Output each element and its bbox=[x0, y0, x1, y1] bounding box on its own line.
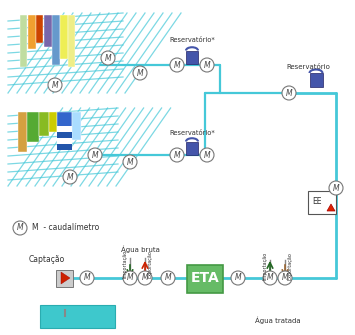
Bar bbox=[60, 15, 68, 59]
Text: Água bruta: Água bruta bbox=[121, 245, 159, 253]
Bar bbox=[57, 138, 72, 144]
Bar bbox=[57, 126, 72, 132]
Text: M: M bbox=[137, 68, 143, 77]
Text: M: M bbox=[174, 61, 180, 69]
Circle shape bbox=[231, 271, 245, 285]
Bar bbox=[40, 305, 115, 328]
Bar bbox=[310, 73, 322, 87]
Circle shape bbox=[278, 271, 292, 285]
Bar bbox=[44, 15, 53, 47]
Text: M: M bbox=[67, 173, 73, 182]
Circle shape bbox=[329, 181, 343, 195]
Text: M: M bbox=[127, 273, 133, 282]
Circle shape bbox=[282, 86, 296, 100]
Circle shape bbox=[80, 271, 94, 285]
Bar bbox=[36, 15, 43, 43]
Circle shape bbox=[123, 271, 137, 285]
Circle shape bbox=[170, 58, 184, 72]
Text: M: M bbox=[105, 54, 111, 63]
Text: Importação: Importação bbox=[262, 252, 268, 280]
Bar bbox=[308, 191, 336, 214]
Text: M: M bbox=[286, 88, 292, 97]
Text: M  - caudalímetro: M - caudalímetro bbox=[32, 223, 99, 232]
Circle shape bbox=[138, 271, 152, 285]
Text: Reservatório*: Reservatório* bbox=[169, 37, 215, 43]
Text: M: M bbox=[333, 184, 339, 193]
Text: Reservatório: Reservatório bbox=[286, 64, 330, 70]
Bar bbox=[27, 112, 39, 142]
Bar bbox=[68, 15, 75, 67]
Circle shape bbox=[123, 155, 137, 169]
Text: M: M bbox=[204, 61, 210, 69]
Circle shape bbox=[88, 148, 102, 162]
Circle shape bbox=[200, 58, 214, 72]
Text: Água tratada: Água tratada bbox=[255, 316, 301, 324]
Bar bbox=[186, 141, 198, 154]
Text: M: M bbox=[165, 273, 171, 282]
Text: M: M bbox=[127, 157, 133, 166]
Text: M: M bbox=[84, 273, 90, 282]
Circle shape bbox=[48, 78, 62, 92]
Circle shape bbox=[200, 148, 214, 162]
Text: EE: EE bbox=[312, 197, 322, 205]
Text: M: M bbox=[52, 80, 58, 89]
Text: M: M bbox=[142, 273, 148, 282]
Bar bbox=[28, 15, 36, 49]
Text: Reservatório*: Reservatório* bbox=[169, 130, 215, 136]
Text: Exportação: Exportação bbox=[288, 252, 293, 280]
Text: M: M bbox=[17, 223, 23, 232]
Bar bbox=[56, 270, 73, 287]
Text: M: M bbox=[174, 150, 180, 159]
Bar bbox=[39, 112, 49, 136]
Bar bbox=[186, 51, 198, 64]
Polygon shape bbox=[327, 204, 335, 211]
Bar bbox=[52, 15, 60, 65]
Bar bbox=[57, 144, 72, 150]
Polygon shape bbox=[61, 272, 70, 284]
Circle shape bbox=[133, 66, 147, 80]
Bar bbox=[72, 112, 81, 140]
FancyBboxPatch shape bbox=[186, 265, 224, 292]
Circle shape bbox=[13, 221, 27, 235]
Circle shape bbox=[63, 170, 77, 184]
Text: Exportação: Exportação bbox=[147, 250, 153, 278]
Bar bbox=[57, 132, 72, 138]
Circle shape bbox=[170, 148, 184, 162]
Text: M: M bbox=[282, 273, 288, 282]
Text: Captação: Captação bbox=[29, 256, 65, 265]
Circle shape bbox=[161, 271, 175, 285]
Text: M: M bbox=[267, 273, 273, 282]
Bar bbox=[18, 112, 27, 152]
Bar bbox=[57, 112, 72, 150]
Bar bbox=[49, 112, 57, 132]
Text: M: M bbox=[204, 150, 210, 159]
Circle shape bbox=[263, 271, 277, 285]
Bar bbox=[20, 15, 27, 67]
Text: Importação: Importação bbox=[122, 250, 127, 278]
Circle shape bbox=[101, 51, 115, 65]
Text: M: M bbox=[92, 150, 98, 159]
Text: ETA: ETA bbox=[191, 271, 219, 285]
Text: M: M bbox=[235, 273, 241, 282]
